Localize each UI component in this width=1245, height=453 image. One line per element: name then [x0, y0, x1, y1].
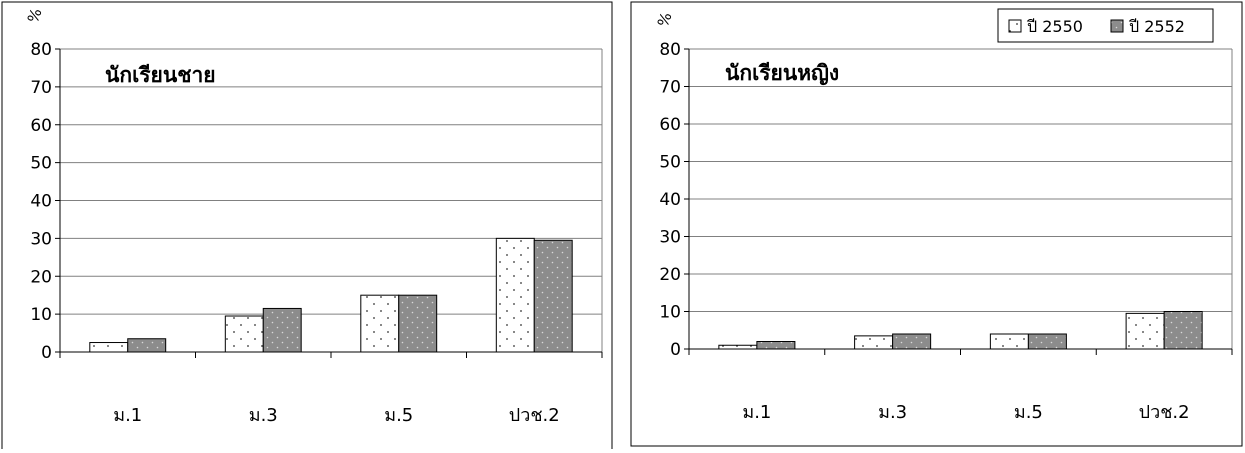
bar-2550 [854, 335, 894, 350]
male-chart: 0 10 20 30 40 50 60 70 80 ม.1 ม.3 ม.5 ปวช.2 % นักเร… [1, 1, 613, 452]
bar-2550 [360, 294, 400, 353]
chart-frame [1, 1, 613, 452]
legend-label-2550: ปี 2550 [1027, 17, 1083, 36]
x-category-label: ม.3 [249, 405, 278, 426]
legend-label-2552: ปี 2552 [1129, 17, 1185, 36]
y-tick-label: 30 [659, 228, 681, 248]
bar-2552 [262, 307, 302, 353]
y-tick-label: 60 [30, 116, 52, 136]
y-tick-label: 50 [659, 153, 681, 173]
x-category-label: ม.3 [878, 402, 907, 423]
bar-2550 [718, 344, 758, 350]
bar-2550 [989, 333, 1029, 350]
bar-2552 [398, 294, 438, 353]
bars [718, 311, 1203, 350]
bar-2552 [127, 338, 167, 353]
female-chart: 0 10 20 30 40 50 60 70 80 ม.1 ม.3 ม.5 ปวช.2 % นักเร… [630, 1, 1243, 447]
bar-2550 [1125, 312, 1165, 350]
y-tick-labels: 0 10 20 30 40 50 60 70 80 [30, 40, 60, 363]
legend: ปี 2550 ปี 2552 [997, 8, 1214, 43]
x-category-label: ม.1 [742, 402, 771, 423]
x-category-label: ปวช.2 [1139, 402, 1190, 423]
bar-2552 [533, 239, 573, 353]
y-tick-label: 80 [30, 40, 52, 60]
gridlines [689, 48, 1233, 349]
y-tick-label: 20 [30, 267, 52, 287]
y-tick-label: 40 [659, 190, 681, 210]
bar-2552 [1163, 311, 1203, 350]
x-category-label: ม.5 [384, 405, 413, 426]
y-tick-label: 40 [30, 192, 52, 212]
male-chart-panel: 0 10 20 30 40 50 60 70 80 ม.1 ม.3 ม.5 ปวช.2 % นักเร… [0, 0, 617, 452]
bars [89, 237, 573, 353]
y-tick-label: 80 [659, 40, 681, 60]
y-tick-labels: 0 10 20 30 40 50 60 70 80 [659, 40, 689, 360]
y-tick-label: 10 [30, 305, 52, 325]
x-category-label: ม.5 [1014, 402, 1043, 423]
bar-2552 [892, 333, 932, 350]
female-chart-panel: 0 10 20 30 40 50 60 70 80 ม.1 ม.3 ม.5 ปวช.2 % นักเร… [629, 0, 1245, 449]
x-axis: ม.1 ม.3 ม.5 ปวช.2 [59, 49, 603, 426]
legend-swatch-2552 [1110, 19, 1124, 33]
chart-title: นักเรียนชาย [105, 63, 216, 87]
y-tick-label: 10 [659, 303, 681, 323]
x-category-label: ม.1 [113, 405, 142, 426]
x-category-label: ปวช.2 [509, 405, 560, 426]
y-tick-label: 70 [659, 78, 681, 98]
y-tick-label: 20 [659, 265, 681, 285]
y-tick-label: 30 [30, 229, 52, 249]
bar-2550 [224, 315, 264, 353]
bar-2552 [1027, 333, 1067, 350]
y-axis-label: % [24, 6, 46, 26]
x-axis: ม.1 ม.3 ม.5 ปวช.2 [688, 49, 1233, 423]
y-axis-label: % [654, 10, 676, 30]
legend-box [997, 8, 1214, 43]
y-tick-label: 60 [659, 115, 681, 135]
y-tick-label: 0 [41, 343, 52, 363]
y-tick-label: 0 [670, 340, 681, 360]
bar-2550 [495, 237, 535, 353]
y-tick-label: 50 [30, 154, 52, 174]
chart-frame [630, 1, 1243, 447]
chart-title: นักเรียนหญิง [725, 61, 839, 86]
legend-swatch-2550 [1008, 19, 1022, 33]
bar-2552 [756, 341, 796, 350]
gridlines [60, 48, 603, 352]
bar-2550 [89, 342, 129, 353]
y-tick-label: 70 [30, 78, 52, 98]
